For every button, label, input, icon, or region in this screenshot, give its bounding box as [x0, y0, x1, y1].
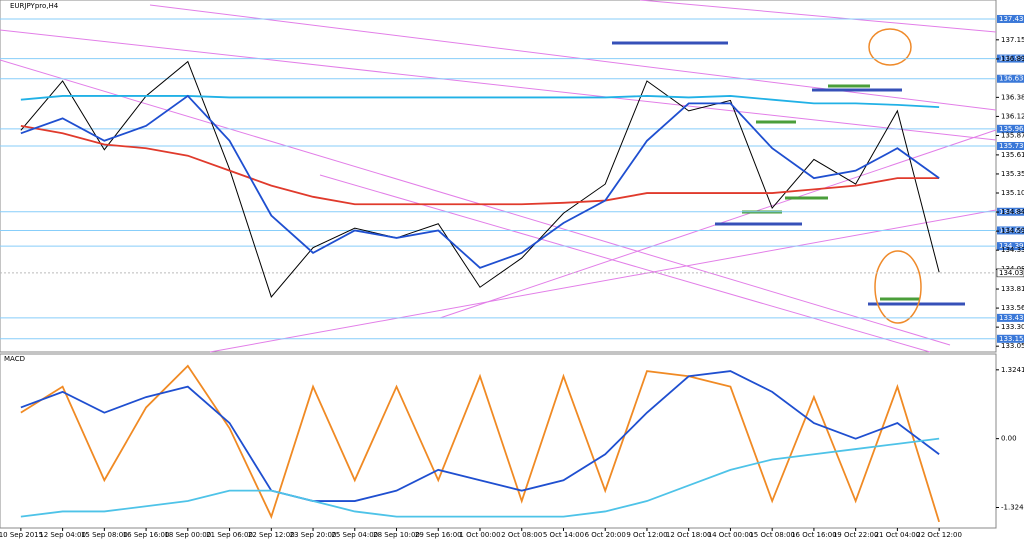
level-label: 136.900 — [999, 55, 1024, 63]
series-line — [20, 94, 940, 269]
x-tick-label: 21 Oct 04:00 — [875, 531, 921, 539]
series-line — [20, 437, 940, 518]
level-label: 134.600 — [999, 226, 1024, 234]
macd-panel — [0, 353, 997, 529]
level-label: 135.960 — [999, 125, 1024, 133]
x-tick-label: 25 Sep 04:00 — [331, 531, 378, 539]
y-tick-label: 133.306 — [1001, 323, 1024, 331]
highlight-circles — [868, 28, 922, 324]
level-label: 135.730 — [999, 142, 1024, 150]
x-tick-label: 18 Sep 00:00 — [164, 531, 211, 539]
level-label: 136.630 — [999, 75, 1024, 83]
x-tick-label: 15 Oct 08:00 — [749, 531, 795, 539]
y-tick-label: 137.151 — [1001, 36, 1024, 44]
main-panel — [0, 0, 997, 353]
y-tick-label: 133.561 — [1001, 304, 1024, 312]
x-tick-label: 22 Sep 12:00 — [248, 531, 295, 539]
level-tag — [997, 313, 1024, 322]
level-tag — [997, 14, 1024, 23]
series-line — [20, 95, 940, 109]
level-label: 134.390 — [999, 242, 1024, 250]
x-tick-label: 29 Sep 16:00 — [415, 531, 462, 539]
x-tick-label: 16 Sep 16:00 — [123, 531, 170, 539]
x-tick-label: 1 Oct 00:00 — [459, 531, 500, 539]
y-tick-label: 1.3241 — [1001, 366, 1024, 374]
level-tag — [997, 74, 1024, 83]
x-tick-label: 2 Oct 08:00 — [501, 531, 542, 539]
y-tick-label: 133.051 — [1001, 342, 1024, 350]
support-marks — [612, 41, 965, 306]
series-line — [20, 124, 940, 206]
series-line — [20, 364, 940, 523]
level-tag — [997, 226, 1024, 235]
level-label: 133.150 — [999, 335, 1024, 343]
y-tick-label: 134.846 — [1001, 208, 1024, 216]
level-label: 134.850 — [999, 208, 1024, 216]
x-tick-label: 9 Oct 12:00 — [626, 531, 667, 539]
x-tick-label: 19 Oct 22:00 — [833, 531, 879, 539]
series-line — [20, 370, 940, 502]
y-tick-label: -1.3241 — [1001, 503, 1024, 511]
price-label: 134.032 — [999, 269, 1024, 277]
level-tag — [997, 54, 1024, 63]
x-tick-label: 16 Oct 16:00 — [791, 531, 837, 539]
x-tick-label: 23 Sep 20:00 — [290, 531, 337, 539]
y-tick-label: 133.816 — [1001, 285, 1024, 293]
x-tick-label: 15 Sep 08:00 — [81, 531, 128, 539]
level-tag — [997, 124, 1024, 133]
level-tag — [997, 142, 1024, 150]
x-tick-label: 21 Sep 06:00 — [206, 531, 253, 539]
y-tick-label: 135.611 — [1001, 151, 1024, 159]
indicator-label: MACD — [4, 355, 25, 363]
level-tag — [997, 242, 1024, 251]
y-tick-label: 134.336 — [1001, 246, 1024, 254]
y-tick-label: 135.871 — [1001, 131, 1024, 139]
symbol-label: EURJPYpro,H4 — [10, 2, 59, 10]
x-tick-label: 6 Oct 20:00 — [585, 531, 626, 539]
level-label: 137.430 — [999, 15, 1024, 23]
y-tick-label: 135.356 — [1001, 170, 1024, 178]
price-tag — [996, 268, 1024, 278]
level-label: 133.430 — [999, 314, 1024, 322]
x-tick-label: 14 Oct 00:00 — [708, 531, 754, 539]
level-tag — [997, 334, 1024, 343]
y-tick-label: 136.895 — [1001, 55, 1024, 63]
y-tick-label: 0.00 — [1001, 435, 1017, 443]
x-tick-label: 22 Oct 12:00 — [916, 531, 962, 539]
x-tick-label: 12 Oct 18:00 — [666, 531, 712, 539]
level-tag — [997, 207, 1024, 216]
x-tick-label: 5 Oct 14:00 — [543, 531, 584, 539]
y-tick-label: 134.591 — [1001, 227, 1024, 235]
y-tick-label: 135.101 — [1001, 189, 1024, 197]
y-tick-label: 136.126 — [1001, 112, 1024, 120]
x-tick-label: 28 Sep 10:00 — [373, 531, 420, 539]
x-tick-label: 12 Sep 04:00 — [39, 531, 86, 539]
y-tick-label: 136.381 — [1001, 93, 1024, 101]
x-tick-label: 10 Sep 2015 — [0, 531, 43, 539]
